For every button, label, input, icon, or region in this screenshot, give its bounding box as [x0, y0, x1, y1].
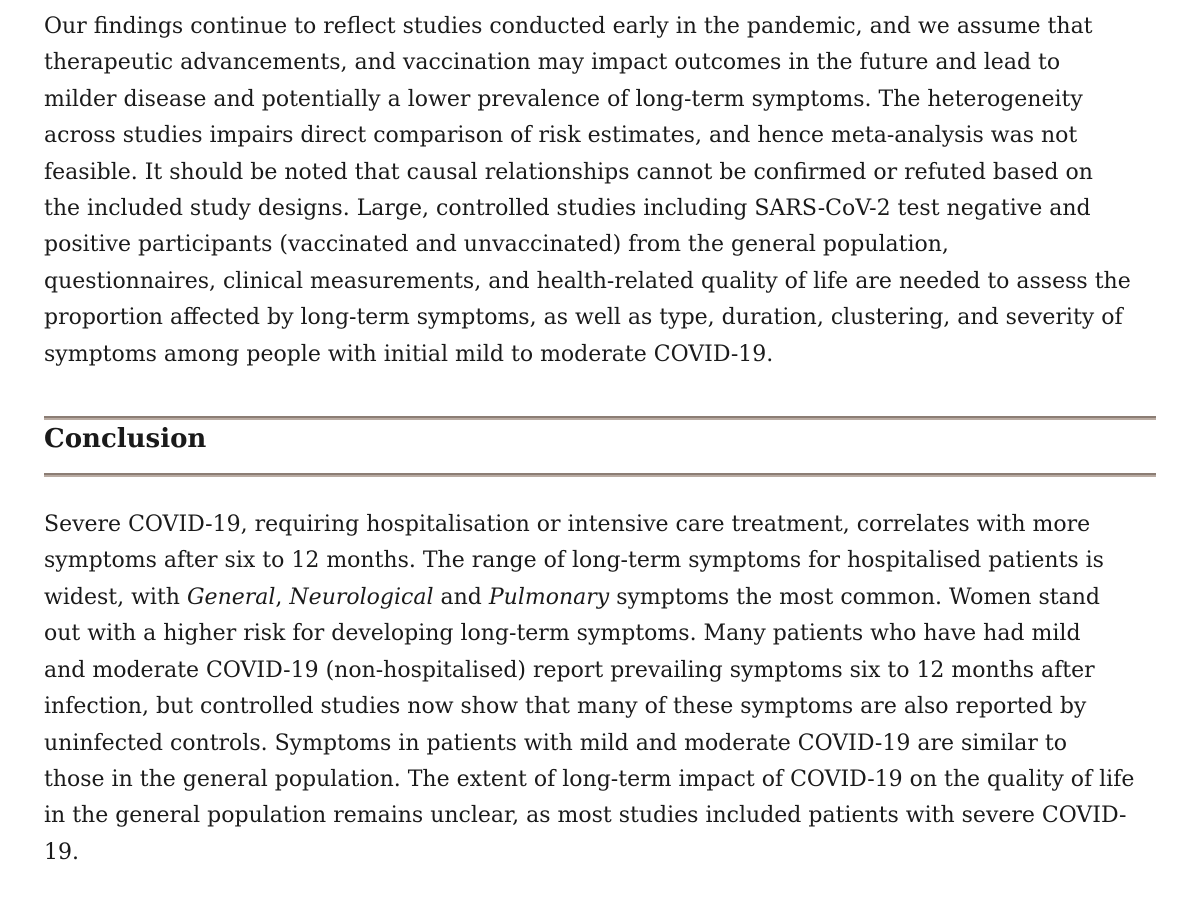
- paragraph-discussion: Our findings continue to reflect studies…: [44, 9, 1156, 373]
- text-line: uninfected controls. Symptoms in patient…: [44, 730, 1067, 756]
- text-line: out with a higher risk for developing lo…: [44, 621, 1081, 647]
- text-line: infection, but controlled studies now sh…: [44, 694, 1087, 720]
- text-line: positive participants (vaccinated and un…: [44, 232, 949, 258]
- text-line: across studies impairs direct comparison…: [44, 123, 1078, 149]
- text-line: proportion affected by long-term symptom…: [44, 305, 1123, 331]
- text-line: Severe COVID-19, requiring hospitalisati…: [44, 512, 1091, 538]
- text-line: and moderate COVID-19 (non-hospitalised)…: [44, 657, 1095, 683]
- text-line: feasible. It should be noted that causal…: [44, 159, 1093, 185]
- section-divider-bottom: [44, 473, 1156, 478]
- section-heading: Conclusion: [44, 424, 207, 455]
- text-line: those in the general population. The ext…: [44, 766, 1135, 792]
- section-divider-top: [44, 416, 1156, 421]
- text-line: therapeutic advancements, and vaccinatio…: [44, 50, 1061, 76]
- text-line: in the general population remains unclea…: [44, 803, 1127, 829]
- text-line: the included study designs. Large, contr…: [44, 196, 1091, 222]
- text-line: symptoms among people with initial mild …: [44, 341, 774, 367]
- text-line: widest, with General, Neurological and P…: [44, 584, 1100, 610]
- text-line: questionnaires, clinical measurements, a…: [44, 268, 1131, 294]
- text-line: milder disease and potentially a lower p…: [44, 86, 1083, 112]
- paragraph-conclusion: Severe COVID-19, requiring hospitalisati…: [44, 507, 1156, 871]
- text-line: 19.: [44, 839, 79, 865]
- text-line: Our findings continue to reflect studies…: [44, 14, 1093, 39]
- text-line: symptoms after six to 12 months. The ran…: [44, 548, 1104, 574]
